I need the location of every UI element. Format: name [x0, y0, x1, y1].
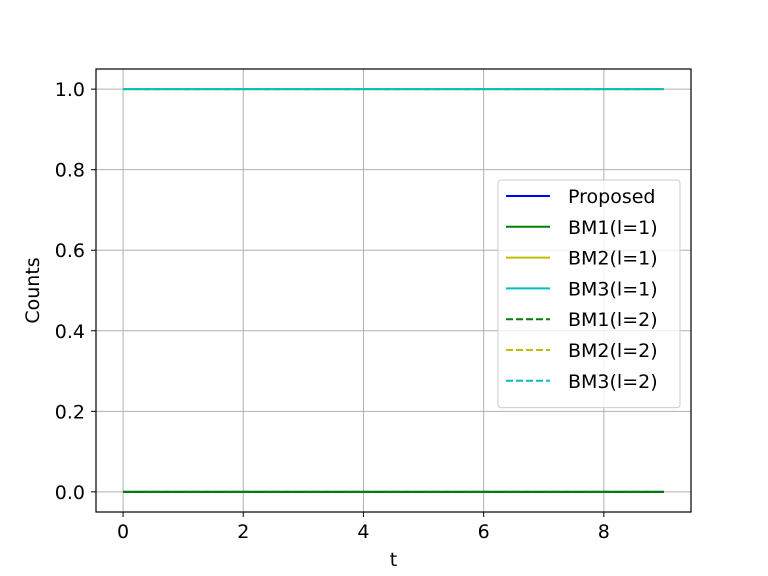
y-tick-label: 0.0: [55, 482, 85, 504]
y-tick-label: 1.0: [55, 79, 85, 101]
x-axis-label: t: [390, 549, 397, 571]
y-axis: 0.0 0.2 0.4 0.6 0.8 1.0: [55, 79, 96, 504]
x-tick-label: 2: [237, 521, 249, 543]
legend-entry-label: BM2(l=2): [568, 340, 658, 362]
y-tick-label: 0.4: [55, 321, 85, 343]
legend-entry-label: BM3(l=2): [568, 371, 658, 393]
y-tick-label: 0.8: [55, 160, 85, 182]
x-tick-label: 0: [117, 521, 129, 543]
y-axis-label: Counts: [22, 257, 44, 323]
x-tick-label: 6: [478, 521, 490, 543]
legend-entry-label: BM1(l=1): [568, 217, 658, 239]
legend-entry-label: BM1(l=2): [568, 309, 658, 331]
legend-box: [497, 179, 681, 409]
x-axis: 0 2 4 6 8: [117, 512, 610, 543]
legend: Proposed BM1(l=1) BM2(l=1) BM3(l=1) BM1(l=2)…: [497, 179, 681, 409]
y-tick-label: 0.2: [55, 401, 85, 423]
plot-frame: [95, 68, 692, 513]
legend-entry-label: BM3(l=1): [568, 278, 658, 300]
legend-entry-label: BM2(l=1): [568, 248, 658, 270]
x-tick-label: 8: [598, 521, 610, 543]
x-tick-label: 4: [357, 521, 369, 543]
series-lines: [123, 88, 664, 493]
y-tick-label: 0.6: [55, 240, 85, 262]
legend-entry-label: Proposed: [568, 186, 655, 208]
